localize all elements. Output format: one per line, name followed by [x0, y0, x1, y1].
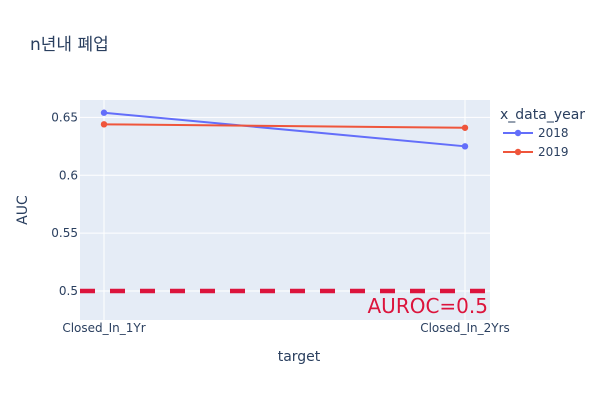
data-point-2019 [100, 121, 108, 128]
legend-marker-2018 [514, 129, 522, 137]
plot-area [80, 100, 490, 320]
y-tick-label: 0.5 [59, 284, 78, 298]
series-group [100, 109, 469, 150]
y-tick-label: 0.65 [51, 110, 78, 124]
data-point-2018 [461, 143, 469, 150]
chart-title: n년내 폐업 [30, 35, 109, 55]
x-axis-title: target [278, 349, 321, 365]
x-tick-labels: Closed_In_1Yr Closed_In_2Yrs [62, 321, 509, 335]
legend-label-2019: 2019 [538, 145, 569, 159]
series-line-2019 [103, 123, 466, 129]
legend-title: x_data_year [500, 107, 585, 123]
x-tick-label: Closed_In_2Yrs [420, 321, 510, 335]
y-tick-labels: 0.5 0.55 0.6 0.65 [51, 110, 78, 298]
series-line-2018 [103, 111, 466, 148]
x-tick-label: Closed_In_1Yr [62, 321, 145, 335]
legend-marker-2019 [514, 148, 522, 156]
data-point-2018 [100, 109, 108, 116]
y-tick-label: 0.6 [59, 168, 78, 182]
data-point-2019 [461, 124, 469, 131]
y-axis-title: AUC [15, 195, 31, 225]
reference-line-group: AUROC=0.5 [80, 288, 490, 318]
reference-line-label: AUROC=0.5 [368, 294, 489, 318]
y-tick-label: 0.55 [51, 226, 78, 240]
legend: x_data_year 2018 2019 [500, 107, 585, 159]
legend-label-2018: 2018 [538, 126, 569, 140]
